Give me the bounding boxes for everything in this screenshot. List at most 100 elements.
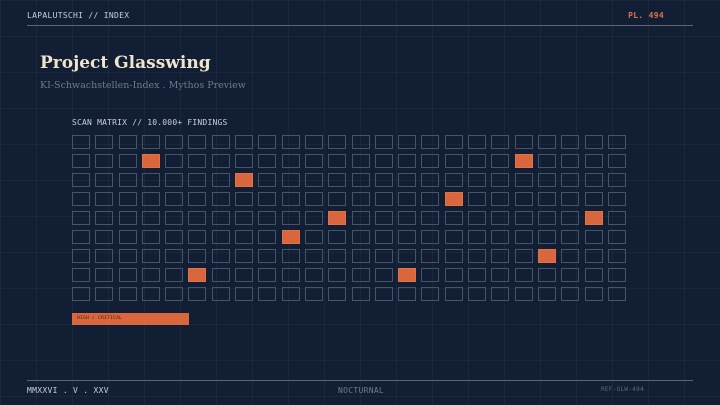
matrix-cell	[398, 211, 417, 225]
matrix-cell	[328, 249, 347, 263]
matrix-cell	[328, 173, 347, 187]
matrix-cell	[444, 135, 463, 149]
matrix-cell	[607, 192, 626, 206]
matrix-cell-finding	[584, 211, 603, 225]
matrix-cell	[165, 211, 184, 225]
matrix-cell	[444, 249, 463, 263]
matrix-cell	[491, 230, 510, 244]
matrix-cell	[188, 287, 207, 301]
matrix-cell	[328, 135, 347, 149]
matrix-cell	[351, 192, 370, 206]
matrix-cell	[398, 249, 417, 263]
matrix-cell	[211, 287, 230, 301]
matrix-cell	[584, 268, 603, 282]
matrix-cell	[141, 268, 160, 282]
matrix-cell	[304, 173, 323, 187]
matrix-cell	[468, 211, 487, 225]
matrix-cell	[258, 230, 277, 244]
matrix-cell-finding	[444, 192, 463, 206]
matrix-cell	[188, 154, 207, 168]
matrix-cell	[304, 287, 323, 301]
matrix-cell	[351, 287, 370, 301]
matrix-cell	[607, 173, 626, 187]
matrix-cell	[281, 173, 300, 187]
matrix-cell	[584, 287, 603, 301]
matrix-cell	[211, 173, 230, 187]
matrix-cell	[351, 268, 370, 282]
scan-matrix	[72, 135, 626, 301]
matrix-cell	[188, 173, 207, 187]
matrix-cell	[468, 192, 487, 206]
matrix-cell	[607, 249, 626, 263]
matrix-cell	[328, 230, 347, 244]
matrix-cell	[165, 135, 184, 149]
matrix-cell	[95, 230, 114, 244]
matrix-cell	[351, 154, 370, 168]
matrix-cell	[141, 192, 160, 206]
matrix-cell	[165, 268, 184, 282]
matrix-cell-finding	[398, 268, 417, 282]
matrix-cell	[374, 154, 393, 168]
matrix-cell	[95, 173, 114, 187]
matrix-cell	[304, 249, 323, 263]
matrix-cell	[561, 154, 580, 168]
matrix-cell	[561, 135, 580, 149]
matrix-cell	[72, 287, 90, 301]
matrix-cell	[421, 230, 440, 244]
matrix-cell	[584, 154, 603, 168]
matrix-cell	[421, 173, 440, 187]
matrix-cell	[235, 268, 254, 282]
matrix-cell	[374, 249, 393, 263]
matrix-cell	[235, 154, 254, 168]
matrix-cell	[304, 230, 323, 244]
matrix-cell	[95, 211, 114, 225]
matrix-cell	[537, 211, 556, 225]
matrix-cell	[561, 230, 580, 244]
matrix-cell	[607, 230, 626, 244]
matrix-cell	[141, 135, 160, 149]
matrix-cell	[141, 173, 160, 187]
matrix-cell	[118, 211, 137, 225]
matrix-cell	[95, 249, 114, 263]
matrix-cell	[258, 211, 277, 225]
matrix-cell	[72, 249, 90, 263]
matrix-cell	[165, 192, 184, 206]
matrix-cell	[607, 135, 626, 149]
matrix-cell	[281, 211, 300, 225]
matrix-cell	[211, 154, 230, 168]
matrix-cell	[444, 173, 463, 187]
matrix-cell	[584, 173, 603, 187]
matrix-cell	[351, 211, 370, 225]
matrix-cell	[374, 173, 393, 187]
matrix-cell	[537, 192, 556, 206]
matrix-cell	[444, 211, 463, 225]
matrix-cell	[398, 230, 417, 244]
matrix-cell	[235, 211, 254, 225]
legend-high-critical: HIGH / CRITICAL	[72, 313, 189, 325]
matrix-cell	[491, 211, 510, 225]
matrix-cell	[398, 287, 417, 301]
matrix-cell	[304, 154, 323, 168]
matrix-cell-finding	[281, 230, 300, 244]
matrix-cell	[537, 230, 556, 244]
matrix-cell	[118, 173, 137, 187]
matrix-cell	[304, 135, 323, 149]
matrix-cell	[421, 268, 440, 282]
matrix-cell	[584, 192, 603, 206]
matrix-cell	[328, 287, 347, 301]
matrix-cell	[514, 135, 533, 149]
matrix-cell	[514, 287, 533, 301]
page-subtitle: KI-Schwachstellen-Index . Mythos Preview	[40, 80, 246, 91]
matrix-cell	[118, 154, 137, 168]
matrix-cell	[514, 192, 533, 206]
matrix-cell	[141, 249, 160, 263]
matrix-cell	[141, 230, 160, 244]
matrix-cell	[188, 135, 207, 149]
matrix-cell	[281, 135, 300, 149]
matrix-cell-finding	[537, 249, 556, 263]
matrix-cell	[351, 230, 370, 244]
matrix-cell	[258, 268, 277, 282]
matrix-cell	[188, 211, 207, 225]
matrix-cell-finding	[235, 173, 254, 187]
matrix-cell	[95, 154, 114, 168]
